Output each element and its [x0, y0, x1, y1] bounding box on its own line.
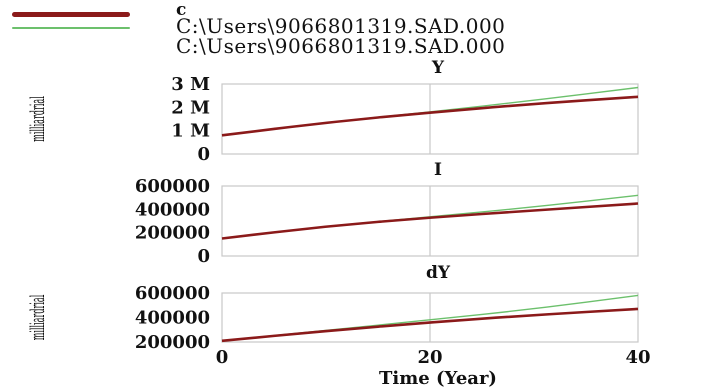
y-tick-label: 200000	[135, 332, 210, 353]
legend-line-run-2	[12, 27, 130, 29]
y-tick-label: 2 M	[171, 97, 210, 118]
y-tick-label: 200000	[135, 223, 210, 244]
y-axis-label: milliardrial	[26, 295, 50, 341]
legend-run-2-label: C:\Users\9066801319.SAD.000	[176, 34, 506, 58]
legend: c C:\Users\9066801319.SAD.000 C:\Users\9…	[0, 0, 716, 60]
legend-line-run-1	[12, 12, 130, 17]
x-tick-label: 20	[417, 347, 442, 368]
y-tick-label: 400000	[135, 308, 210, 329]
panel-title: I	[434, 160, 442, 180]
panel-title: dY	[426, 263, 451, 283]
y-tick-label: 600000	[135, 176, 210, 197]
y-tick-label: 0	[197, 144, 210, 165]
y-tick-label: 1 M	[171, 121, 210, 142]
series-line-run-1	[221, 95, 639, 137]
legend-run-1-label: C:\Users\9066801319.SAD.000	[176, 14, 506, 38]
panel-title: Y	[431, 58, 445, 78]
x-tick-label: 40	[625, 347, 650, 368]
y-axis-label: milliardrial	[26, 96, 50, 142]
series-line-run-1	[221, 307, 639, 343]
y-tick-label: 600000	[135, 283, 210, 304]
y-tick-label: 3 M	[171, 74, 210, 95]
y-tick-label: 0	[197, 246, 210, 267]
y-tick-label: 400000	[135, 199, 210, 220]
series-line-run-1	[221, 202, 639, 240]
legend-variable-name: c	[176, 0, 187, 20]
x-axis-label: Time (Year)	[379, 368, 497, 388]
x-tick-label: 0	[216, 347, 229, 368]
